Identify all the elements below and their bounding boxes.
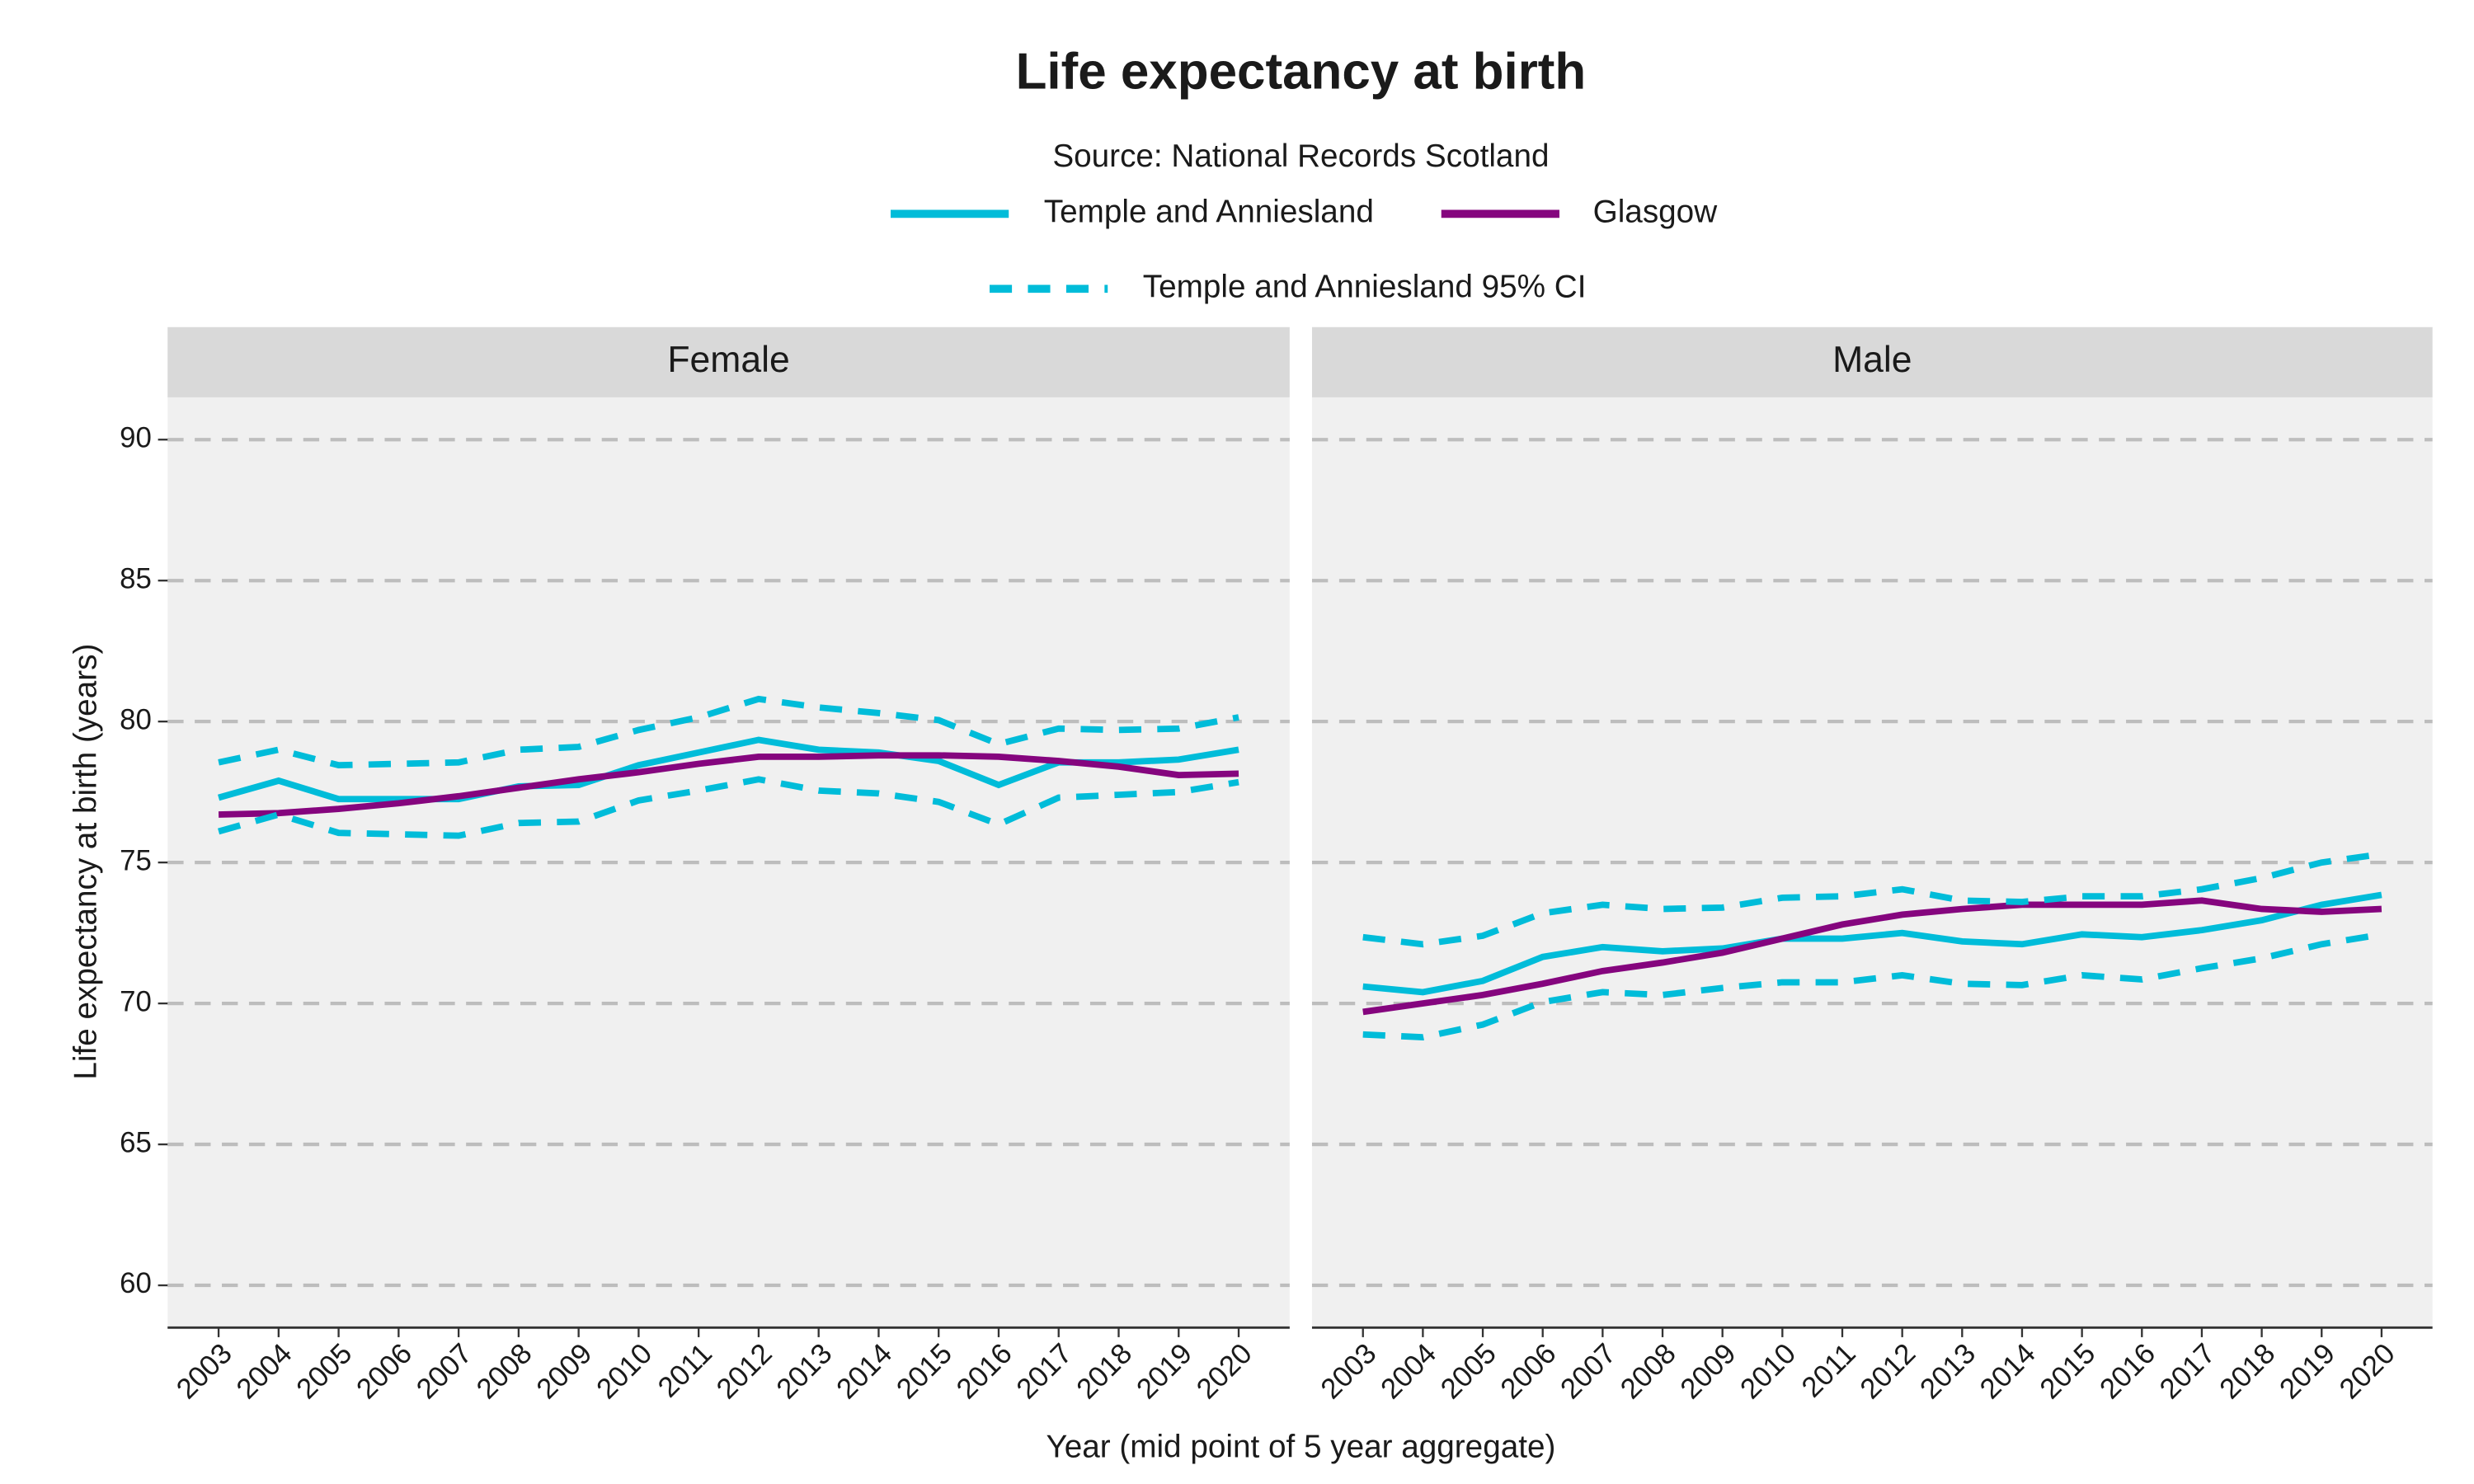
x-tick-label: 2012 [710,1337,778,1405]
y-axis-label: Life expectancy at birth (years) [68,644,104,1080]
x-tick-label: 2014 [830,1337,898,1405]
x-tick-label: 2010 [590,1337,658,1405]
series-line [218,752,1239,818]
x-tick-label: 2006 [1494,1337,1562,1405]
x-tick-label: 2008 [470,1337,538,1405]
x-tick-label: 2013 [1914,1337,1982,1405]
x-tick-label: 2014 [1973,1337,2041,1405]
y-tick-label: 70 [120,985,152,1017]
x-tick-label: 2004 [1375,1337,1442,1405]
x-tick-label: 2018 [1070,1337,1138,1405]
x-tick-label: 2008 [1614,1337,1681,1405]
panel-strip [167,326,1290,397]
x-tick-label: 2011 [1795,1337,1862,1404]
x-tick-label: 2009 [530,1337,598,1405]
x-tick-label: 2007 [1554,1337,1622,1405]
series-line [1362,891,2382,996]
x-tick-label: 2019 [2274,1337,2341,1405]
x-tick-label: 2011 [651,1337,718,1404]
legend-label: Temple and Anniesland 95% CI [1143,270,1587,305]
panel-title: Male [1832,340,1912,380]
ci-line [1362,851,2382,948]
x-tick-label: 2009 [1674,1337,1742,1405]
x-axis-label: Year (mid point of 5 year aggregate) [1046,1430,1555,1465]
panel-title: Female [667,340,789,380]
y-tick-label: 60 [120,1267,152,1299]
series-line [1362,897,2382,1016]
legend-label: Temple and Anniesland [1044,195,1374,230]
x-tick-label: 2012 [1854,1337,1921,1405]
ci-line [1362,931,2382,1041]
ci-line [218,695,1239,769]
x-tick-label: 2004 [230,1337,298,1405]
x-tick-label: 2003 [1315,1337,1382,1405]
x-tick-label: 2006 [350,1337,418,1405]
ci-line [218,776,1239,839]
y-tick-label: 90 [120,421,152,453]
y-tick-label: 65 [120,1126,152,1158]
x-tick-label: 2019 [1131,1337,1198,1405]
legend-label: Glasgow [1593,195,1719,230]
x-tick-label: 2007 [411,1337,478,1405]
panel-strip [1311,326,2433,397]
y-tick-label: 80 [120,703,152,735]
x-tick-label: 2017 [1010,1337,1078,1405]
x-tick-label: 2017 [2153,1337,2221,1405]
x-tick-label: 2020 [2333,1337,2401,1405]
x-tick-label: 2020 [1190,1337,1258,1405]
y-tick-label: 85 [120,562,152,594]
x-tick-label: 2016 [950,1337,1018,1405]
x-tick-label: 2013 [770,1337,838,1405]
x-tick-label: 2016 [2094,1337,2161,1405]
x-tick-label: 2005 [1434,1337,1502,1405]
x-tick-label: 2010 [1734,1337,1802,1405]
y-tick-label: 75 [120,844,152,876]
chart-title: Life expectancy at birth [1016,43,1587,100]
x-tick-label: 2005 [290,1337,358,1405]
x-tick-label: 2015 [2034,1337,2101,1405]
x-tick-label: 2003 [170,1337,238,1405]
chart-subtitle: Source: National Records Scotland [1052,139,1549,174]
x-tick-label: 2018 [2213,1337,2281,1405]
x-tick-label: 2015 [891,1337,958,1405]
